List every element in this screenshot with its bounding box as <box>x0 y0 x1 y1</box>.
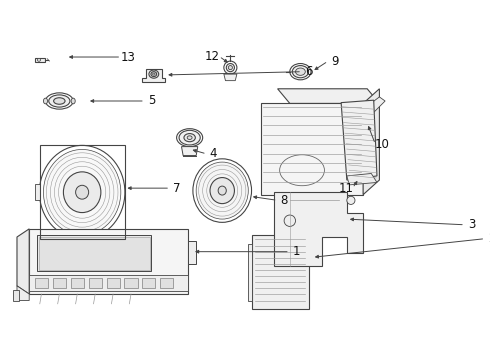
Ellipse shape <box>49 95 70 107</box>
Text: 5: 5 <box>147 94 155 108</box>
Ellipse shape <box>71 98 75 104</box>
FancyBboxPatch shape <box>39 237 150 270</box>
FancyBboxPatch shape <box>13 290 20 301</box>
FancyBboxPatch shape <box>71 278 84 288</box>
Text: 3: 3 <box>468 218 475 231</box>
Ellipse shape <box>149 70 159 78</box>
Ellipse shape <box>152 73 155 75</box>
Ellipse shape <box>226 63 234 72</box>
Ellipse shape <box>218 186 226 195</box>
Ellipse shape <box>46 93 73 109</box>
Text: 2: 2 <box>488 232 490 245</box>
Ellipse shape <box>176 129 203 147</box>
Polygon shape <box>273 192 363 266</box>
Ellipse shape <box>151 72 157 77</box>
Ellipse shape <box>179 130 200 145</box>
FancyBboxPatch shape <box>326 195 339 203</box>
Ellipse shape <box>37 58 41 61</box>
FancyBboxPatch shape <box>160 278 173 288</box>
Ellipse shape <box>44 149 121 235</box>
Polygon shape <box>29 229 188 294</box>
Polygon shape <box>17 286 29 301</box>
Ellipse shape <box>75 185 89 199</box>
Ellipse shape <box>46 153 118 231</box>
Ellipse shape <box>58 166 106 218</box>
Text: 4: 4 <box>210 148 217 161</box>
FancyBboxPatch shape <box>29 275 188 291</box>
Ellipse shape <box>44 98 48 104</box>
Polygon shape <box>224 74 237 81</box>
Ellipse shape <box>292 66 309 78</box>
Text: 7: 7 <box>173 182 180 195</box>
FancyBboxPatch shape <box>143 278 155 288</box>
Text: 12: 12 <box>205 50 220 63</box>
Ellipse shape <box>207 174 238 207</box>
Polygon shape <box>181 147 198 156</box>
Ellipse shape <box>50 157 114 227</box>
Ellipse shape <box>184 134 196 142</box>
FancyBboxPatch shape <box>251 235 309 309</box>
Ellipse shape <box>198 165 246 216</box>
Polygon shape <box>143 69 165 82</box>
Polygon shape <box>17 229 29 294</box>
FancyBboxPatch shape <box>106 278 120 288</box>
Ellipse shape <box>187 136 192 139</box>
Polygon shape <box>261 103 363 195</box>
Ellipse shape <box>224 61 237 74</box>
Polygon shape <box>35 58 45 62</box>
FancyBboxPatch shape <box>89 278 102 288</box>
Text: 1: 1 <box>293 245 300 258</box>
Text: 8: 8 <box>280 194 288 207</box>
Ellipse shape <box>63 172 101 212</box>
FancyBboxPatch shape <box>124 278 138 288</box>
Ellipse shape <box>39 145 125 239</box>
Text: 10: 10 <box>374 138 389 151</box>
FancyBboxPatch shape <box>37 235 151 271</box>
Polygon shape <box>278 89 379 103</box>
Ellipse shape <box>54 162 110 223</box>
Text: 9: 9 <box>331 55 339 68</box>
Ellipse shape <box>295 68 305 75</box>
Ellipse shape <box>203 170 242 212</box>
Ellipse shape <box>228 66 232 69</box>
Ellipse shape <box>347 196 355 204</box>
FancyBboxPatch shape <box>53 278 66 288</box>
Polygon shape <box>35 184 40 201</box>
Ellipse shape <box>53 98 65 104</box>
Text: 11: 11 <box>339 182 353 195</box>
Ellipse shape <box>193 159 251 222</box>
Ellipse shape <box>210 177 234 204</box>
Ellipse shape <box>290 63 311 80</box>
Polygon shape <box>341 100 377 180</box>
FancyBboxPatch shape <box>188 241 196 264</box>
FancyBboxPatch shape <box>278 195 290 203</box>
Ellipse shape <box>196 162 248 219</box>
FancyBboxPatch shape <box>35 278 48 288</box>
Polygon shape <box>363 97 385 117</box>
Polygon shape <box>363 89 379 195</box>
FancyBboxPatch shape <box>248 243 252 301</box>
Text: 13: 13 <box>121 50 135 63</box>
Text: 6: 6 <box>305 65 312 78</box>
Ellipse shape <box>284 215 295 226</box>
Polygon shape <box>347 174 377 185</box>
